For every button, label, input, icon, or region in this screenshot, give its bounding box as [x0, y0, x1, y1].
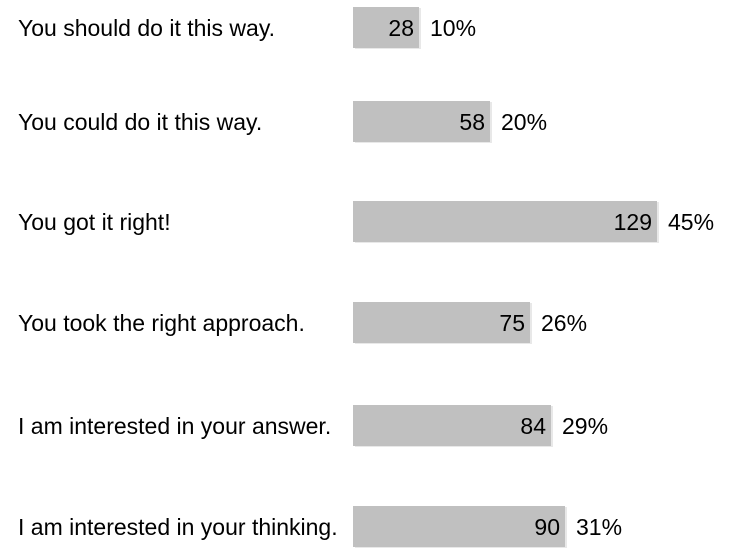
category-label: I am interested in your thinking. — [18, 514, 338, 540]
chart-row: I am interested in your thinking. 90 31% — [0, 506, 732, 547]
value-label: 129 — [613, 209, 652, 235]
category-label: You got it right! — [18, 209, 171, 235]
chart-row: You got it right! 129 45% — [0, 201, 732, 242]
chart-row: You could do it this way. 58 20% — [0, 101, 732, 142]
percent-label: 31% — [576, 514, 623, 540]
bar — [353, 506, 565, 547]
percent-label: 26% — [541, 310, 588, 336]
value-label: 84 — [520, 413, 546, 439]
bar — [353, 201, 657, 242]
percent-label: 10% — [430, 15, 477, 41]
value-label: 90 — [534, 514, 560, 540]
bar — [353, 405, 551, 446]
bar — [353, 302, 530, 343]
chart-row: You took the right approach. 75 26% — [0, 302, 732, 343]
category-label: You could do it this way. — [18, 109, 263, 135]
category-label: You should do it this way. — [18, 15, 275, 41]
chart-row: I am interested in your answer. 84 29% — [0, 405, 732, 446]
bar — [353, 7, 419, 48]
percent-label: 45% — [668, 209, 715, 235]
percent-label: 29% — [562, 413, 609, 439]
value-label: 58 — [459, 109, 485, 135]
value-label: 28 — [388, 15, 414, 41]
value-label: 75 — [499, 310, 525, 336]
chart-row: You should do it this way. 28 10% — [0, 7, 732, 48]
bar — [353, 101, 490, 142]
category-label: I am interested in your answer. — [18, 413, 332, 439]
category-label: You took the right approach. — [18, 310, 305, 336]
percent-label: 20% — [501, 109, 548, 135]
